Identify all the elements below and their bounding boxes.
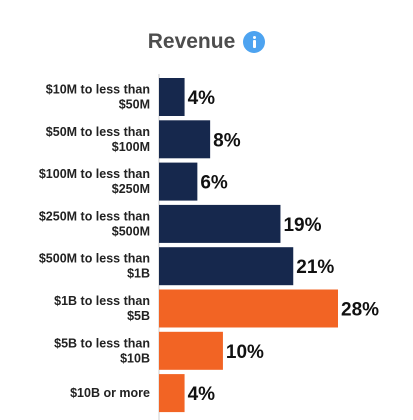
value-label-6: 10% [226,342,264,363]
value-label-4: 21% [296,257,334,278]
bar-1[interactable] [159,120,211,159]
category-label-0: $10M to less than $50M [46,83,150,112]
bar-4[interactable] [159,247,294,286]
bar-7[interactable] [159,374,185,413]
value-label-0: 4% [188,88,216,109]
value-label-2: 6% [200,173,228,194]
bar-6[interactable] [159,331,223,370]
category-label-2: $100M to less than $250M [39,167,150,196]
bar-3[interactable] [159,204,281,243]
value-label-1: 8% [213,130,241,151]
category-label-1: $50M to less than $100M [46,125,150,154]
category-label-6: $5B to less than $10B [54,336,150,365]
bar-0[interactable] [159,78,185,116]
category-label-5: $1B to less than $5B [54,294,150,323]
bar-5[interactable] [159,289,338,328]
info-icon[interactable] [243,31,266,53]
value-label-5: 28% [341,300,379,321]
chart-title: Revenue [147,30,236,53]
value-label-3: 19% [283,215,321,236]
category-label-3: $250M to less than $500M [39,209,150,238]
category-label-4: $500M to less than $1B [39,252,150,281]
value-label-7: 4% [188,384,216,405]
chart-header: Revenue [0,30,413,54]
bar-2[interactable] [159,162,198,201]
category-label-7: $10B or more [70,386,150,400]
